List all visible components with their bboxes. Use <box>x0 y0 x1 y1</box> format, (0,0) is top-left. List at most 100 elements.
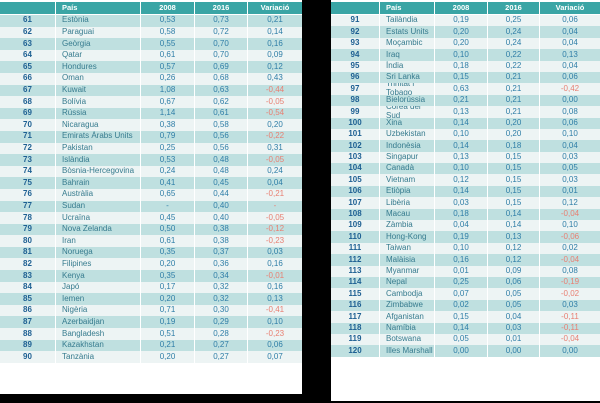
table-row: 68 Bolívia 0,67 0,62 -0,05 <box>0 96 302 108</box>
table-header-row: País 2008 2016 Variació <box>331 2 600 14</box>
rank-cell: 79 <box>0 223 55 236</box>
value-2016-cell: 0,15 <box>488 185 539 198</box>
country-cell: Hong-Kong <box>380 231 434 243</box>
variation-cell: 0,13 <box>248 293 302 305</box>
value-2016-cell: 0,56 <box>195 142 247 155</box>
country-cell: Iran <box>56 235 140 247</box>
value-2008-cell: 0,26 <box>141 72 194 85</box>
rank-cell: 61 <box>0 15 55 27</box>
table-row: 74 Bòsnia-Hercegovina 0,24 0,48 0,24 <box>0 165 302 178</box>
value-2016-cell: 0,20 <box>488 128 539 141</box>
value-2016-cell: 0,36 <box>195 258 247 271</box>
value-2008-cell: 1,14 <box>141 107 194 120</box>
rank-cell: 84 <box>0 281 55 294</box>
table-row: 89 Kazakhstan 0,21 0,27 0,06 <box>0 339 302 352</box>
table-header-row: País 2008 2016 Variació <box>0 2 302 14</box>
value-2016-cell: 0,63 <box>195 84 247 97</box>
variation-cell: -0,04 <box>540 208 600 221</box>
table-row: 79 Nova Zelanda 0,50 0,38 -0,12 <box>0 223 302 236</box>
value-2016-cell: 0,06 <box>488 276 539 289</box>
value-2008-cell: 0,13 <box>435 151 487 164</box>
value-2016-cell: 0,21 <box>488 71 539 84</box>
value-2016-cell: 0,24 <box>488 26 539 38</box>
col-header-rank <box>0 2 55 14</box>
variation-cell: 0,20 <box>248 119 302 131</box>
table-row: 101 Uzbekistan 0,10 0,20 0,10 <box>331 128 600 141</box>
value-2008-cell: 0,16 <box>435 254 487 266</box>
rank-cell: 106 <box>331 185 379 198</box>
variation-cell: -0,05 <box>248 96 302 108</box>
country-cell: Cambodja <box>380 288 434 300</box>
rank-cell: 113 <box>331 265 379 277</box>
value-2008-cell: 0,13 <box>435 106 487 118</box>
rank-cell: 116 <box>331 299 379 312</box>
rank-cell: 72 <box>0 142 55 155</box>
rank-cell: 71 <box>0 130 55 143</box>
value-2016-cell: 0,38 <box>195 223 247 236</box>
value-2008-cell: 0,10 <box>435 128 487 141</box>
value-2008-cell: 0,20 <box>435 26 487 38</box>
rank-cell: 97 <box>331 83 379 95</box>
variation-cell: -0,04 <box>540 254 600 266</box>
rank-cell: 67 <box>0 84 55 97</box>
col-header-country: País <box>380 2 434 14</box>
table-row: 83 Kenya 0,35 0,34 -0,01 <box>0 270 302 282</box>
value-2016-cell: 0,14 <box>488 220 539 232</box>
variation-cell: -0,19 <box>540 276 600 289</box>
variation-cell: 0,03 <box>540 174 600 186</box>
table-row: 94 Iraq 0,10 0,22 0,13 <box>331 49 600 61</box>
country-cell: Kuwait <box>56 84 140 97</box>
rank-cell: 118 <box>331 322 379 334</box>
table-row: 91 Tailàndia 0,19 0,25 0,06 <box>331 15 600 27</box>
rank-cell: 68 <box>0 96 55 108</box>
value-2008-cell: 0,35 <box>141 270 194 282</box>
country-cell: Macau <box>380 208 434 221</box>
value-2008-cell: 0,20 <box>435 37 487 50</box>
rank-cell: 101 <box>331 128 379 141</box>
variation-cell: 0,03 <box>540 299 600 312</box>
rank-cell: 90 <box>0 351 55 363</box>
col-header-2008: 2008 <box>141 2 194 14</box>
table-row: 78 Ucraïna 0,45 0,40 -0,05 <box>0 212 302 224</box>
value-2008-cell: 0,10 <box>435 242 487 255</box>
variation-cell: 0,04 <box>248 177 302 189</box>
rank-cell: 96 <box>331 71 379 84</box>
country-cell: Bielorússia <box>380 94 434 107</box>
value-2016-cell: 0,15 <box>488 174 539 186</box>
value-2008-cell: 0,20 <box>141 293 194 305</box>
variation-cell: 0,02 <box>540 242 600 255</box>
value-2016-cell: 0,22 <box>488 60 539 72</box>
rank-cell: 92 <box>331 26 379 38</box>
rank-cell: 70 <box>0 119 55 131</box>
rank-cell: 74 <box>0 165 55 178</box>
country-cell: Qatar <box>56 49 140 62</box>
value-2016-cell: 0,05 <box>488 288 539 300</box>
variation-cell: -0,06 <box>540 231 600 243</box>
country-cell: Bangladesh <box>56 328 140 340</box>
table-row: 82 Filipines 0,20 0,36 0,16 <box>0 258 302 271</box>
country-cell: Tanzània <box>56 351 140 363</box>
value-2016-cell: 0,30 <box>195 304 247 317</box>
table-row: 110 Hong-Kong 0,19 0,13 -0,06 <box>331 231 600 243</box>
country-cell: Zimbabwe <box>380 299 434 312</box>
table-row: 62 Paraguai 0,58 0,72 0,14 <box>0 26 302 39</box>
variation-cell: -0,21 <box>248 188 302 201</box>
table-row: 96 Sri Lanka 0,15 0,21 0,06 <box>331 71 600 84</box>
variation-cell: 0,16 <box>248 281 302 294</box>
value-2008-cell: 0,35 <box>141 246 194 259</box>
rank-cell: 80 <box>0 235 55 247</box>
rank-cell: 108 <box>331 208 379 221</box>
value-2016-cell: 0,27 <box>195 351 247 363</box>
variation-cell: 0,14 <box>248 26 302 39</box>
rank-cell: 66 <box>0 72 55 85</box>
table-row: 93 Moçambic 0,20 0,24 0,04 <box>331 37 600 50</box>
table-row: 118 Namíbia 0,14 0,03 -0,11 <box>331 322 600 334</box>
country-cell: Bòsnia-Hercegovina <box>56 165 140 178</box>
value-2008-cell: 0,21 <box>435 94 487 107</box>
rank-cell: 112 <box>331 254 379 266</box>
table-row: 65 Hondures 0,57 0,69 0,12 <box>0 61 302 73</box>
table-row: 108 Macau 0,18 0,14 -0,04 <box>331 208 600 221</box>
country-cell: Hondures <box>56 61 140 73</box>
table-row: 92 Estats Units 0,20 0,24 0,04 <box>331 26 600 38</box>
rank-cell: 104 <box>331 163 379 175</box>
